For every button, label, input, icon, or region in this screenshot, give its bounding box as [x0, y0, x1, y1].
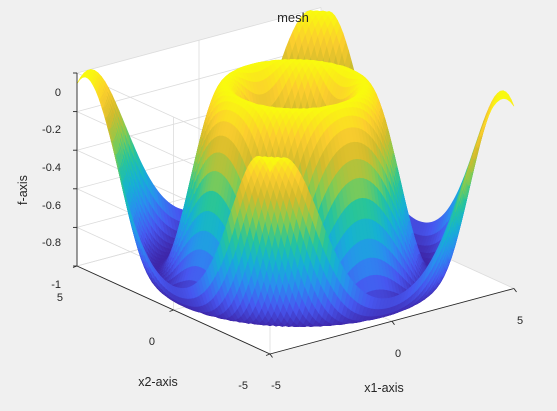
grid-line — [76, 7, 322, 74]
x-tick-label: -5 — [271, 380, 281, 392]
y-tick-label: 5 — [57, 292, 63, 304]
z-tick-label: -1 — [51, 279, 61, 291]
z-axis-label: f-axis — [16, 175, 30, 205]
y-tick-label: -5 — [238, 380, 248, 392]
y-tick-label: 0 — [149, 336, 155, 348]
z-tick-label: -0.2 — [42, 124, 61, 136]
surface-plot — [76, 10, 515, 328]
z-tick-label: -0.8 — [42, 237, 61, 249]
x2-axis-label: x2-axis — [138, 375, 178, 389]
z-tick-label: -0.6 — [42, 200, 61, 212]
x-tick-label: 0 — [395, 348, 401, 360]
z-tick-label: -0.4 — [42, 162, 61, 174]
grid-line — [76, 45, 322, 112]
x-tick-label: 5 — [517, 315, 523, 327]
x1-axis-label: x1-axis — [364, 381, 404, 395]
chart-title: mesh — [277, 10, 309, 25]
z-tick-label: 0 — [55, 87, 61, 99]
